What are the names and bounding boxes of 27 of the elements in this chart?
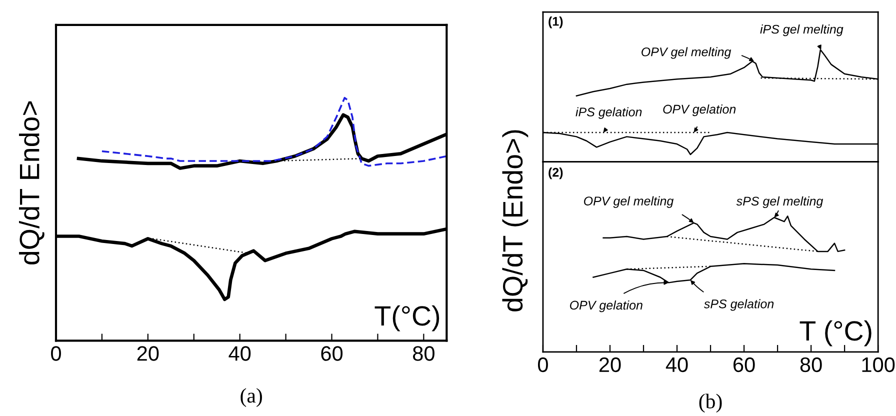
x-axis-title: T(°C) [374, 305, 440, 332]
annotation: iPS gelation [576, 107, 642, 119]
x-tick-label: 80 [412, 346, 434, 361]
x-tick-label: 0 [538, 357, 548, 372]
x-tick-label: 60 [321, 346, 343, 361]
annotation: OPV gel melting [584, 196, 674, 208]
annotation: iPS gel melting [760, 24, 844, 36]
text: (2) [548, 168, 563, 180]
x-tick-label: 20 [137, 346, 159, 361]
y-axis-title: dQ/dT Endo> [18, 101, 44, 264]
annotation: sPS gel melting [736, 196, 824, 208]
x-tick-label: 0 [51, 346, 61, 361]
x-tick-label: 100 [862, 357, 895, 372]
y-axis-title: dQ/dT (Endo>) [502, 130, 528, 312]
text: (b) [699, 394, 722, 413]
annotation: OPV gelation [570, 300, 642, 312]
x-tick-label: 40 [228, 346, 251, 361]
x-axis-title: T (°C) [800, 320, 872, 346]
x-tick-label: 20 [599, 357, 621, 372]
x-tick-label: 80 [800, 357, 822, 372]
x-tick-label: 60 [734, 357, 755, 372]
text: (a) [240, 388, 262, 407]
x-tick-label: 40 [666, 357, 688, 372]
annotation: sPS gelation [704, 299, 774, 311]
annotation: OPV gel melting [642, 47, 732, 59]
text: (1) [548, 16, 563, 28]
annotation: OPV gelation [663, 104, 736, 116]
